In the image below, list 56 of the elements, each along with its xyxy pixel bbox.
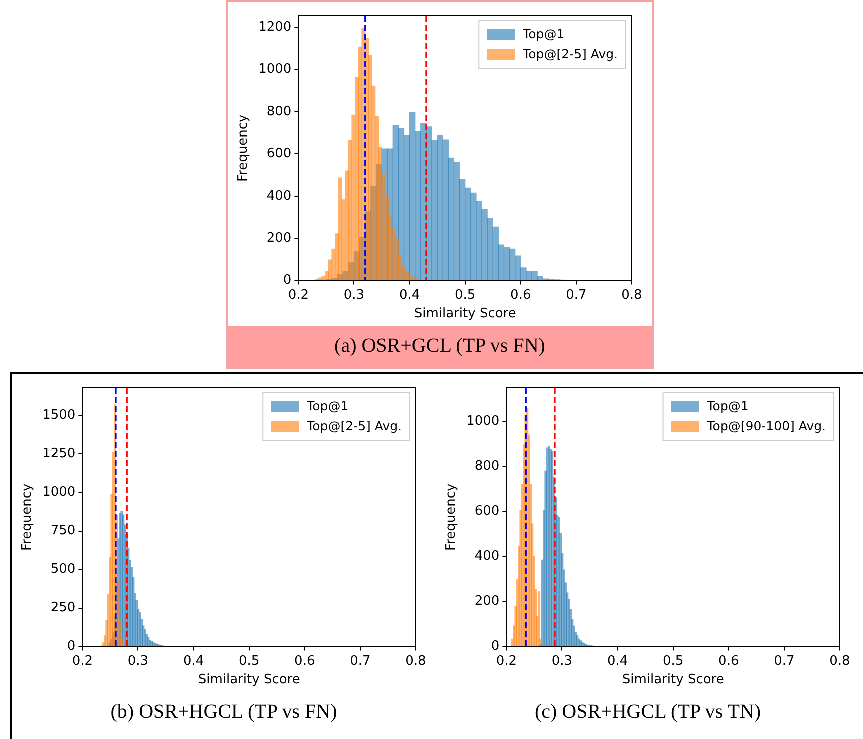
y-tick-label: 200	[474, 594, 500, 610]
y-axis-title: Frequency	[236, 114, 252, 182]
x-tick-label: 0.2	[496, 654, 518, 669]
x-tick-label: 0.6	[718, 654, 740, 669]
x-tick-label: 0.8	[406, 654, 426, 669]
y-tick-label: 400	[266, 188, 292, 204]
y-tick-label: 500	[50, 562, 76, 578]
y-tick-label: 600	[474, 504, 500, 520]
y-tick-label: 400	[474, 549, 500, 564]
x-tick-label: 0.4	[399, 288, 420, 303]
x-tick-label: 0.3	[128, 654, 149, 669]
x-tick-label: 0.6	[294, 654, 316, 669]
y-axis-title: Frequency	[444, 484, 460, 551]
y-tick-label: 600	[266, 146, 292, 162]
x-tick-label: 0.7	[350, 654, 371, 669]
y-tick-label: 800	[266, 104, 292, 120]
legend-label: Top@[2-5] Avg.	[522, 46, 618, 62]
legend-label: Top@[2-5] Avg.	[306, 418, 402, 434]
x-tick-label: 0.6	[510, 288, 532, 303]
legend-label: Top@[90-100] Avg.	[706, 418, 826, 434]
y-tick-label: 250	[50, 600, 76, 616]
x-tick-label: 0.2	[72, 654, 94, 669]
x-axis-title: Similarity Score	[198, 672, 300, 688]
x-tick-label: 0.4	[607, 654, 628, 669]
y-tick-label: 200	[266, 230, 292, 246]
y-tick-label: 0	[491, 639, 500, 654]
x-tick-label: 0.5	[239, 654, 260, 669]
x-tick-label: 0.3	[552, 654, 573, 669]
text: (c) OSR+HGCL (TP vs TN)	[534, 701, 762, 723]
y-tick-label: 0	[67, 639, 76, 654]
legend-label: Top@1	[306, 398, 349, 414]
y-axis-title: Frequency	[20, 484, 36, 551]
y-tick-label: 1250	[42, 446, 76, 462]
x-axis-title: Similarity Score	[414, 306, 516, 322]
x-tick-label: 0.7	[566, 288, 587, 303]
y-tick-label: 1000	[42, 485, 76, 500]
text: (a) OSR+GCL (TP vs FN)	[334, 335, 546, 357]
text: (b) OSR+HGCL (TP vs FN)	[110, 701, 338, 723]
y-tick-label: 1000	[466, 414, 500, 430]
x-tick-label: 0.8	[830, 654, 850, 669]
x-tick-label: 0.5	[455, 288, 476, 303]
x-axis-title: Similarity Score	[622, 672, 724, 688]
x-tick-label: 0.4	[183, 654, 204, 669]
x-tick-label: 0.5	[663, 654, 684, 669]
legend-label: Top@1	[522, 26, 565, 42]
legend-label: Top@1	[706, 398, 749, 414]
y-tick-label: 1000	[258, 62, 292, 78]
x-tick-label: 0.7	[774, 654, 795, 669]
x-tick-label: 0.8	[622, 288, 642, 303]
x-tick-label: 0.2	[288, 288, 310, 303]
y-tick-label: 800	[474, 459, 500, 474]
y-tick-label: 1200	[258, 20, 292, 35]
y-tick-label: 0	[283, 273, 292, 288]
x-tick-label: 0.3	[344, 288, 365, 303]
y-tick-label: 750	[50, 524, 76, 539]
y-tick-label: 1500	[42, 408, 76, 424]
